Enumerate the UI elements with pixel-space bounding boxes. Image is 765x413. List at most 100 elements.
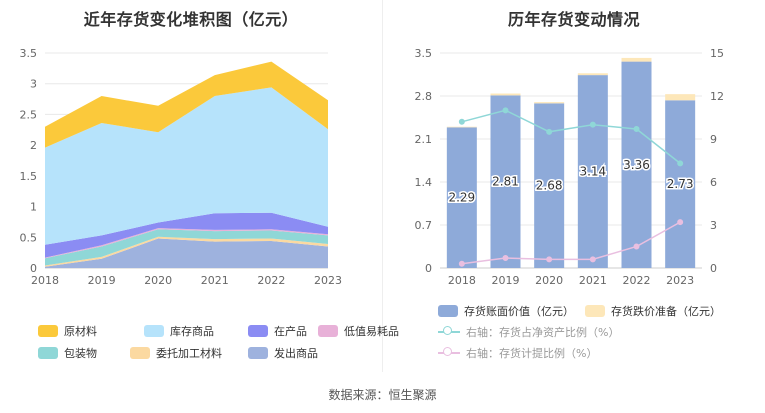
legend-item-低值易耗品[interactable]: 低值易耗品 xyxy=(318,323,399,339)
line-provision-ratio-point xyxy=(589,256,596,263)
y-left-tick-label: 1.4 xyxy=(415,176,433,189)
y-tick-label: 1 xyxy=(30,201,37,214)
bar-inventory-value xyxy=(621,61,652,268)
x-tick-label: 2020 xyxy=(535,274,563,287)
legend-label: 库存商品 xyxy=(170,325,214,338)
x-tick-label: 2021 xyxy=(579,274,607,287)
legend-label: 低值易耗品 xyxy=(344,325,399,338)
bar-data-label: 3.36 xyxy=(623,158,650,172)
legend-item-库存商品[interactable]: 库存商品 xyxy=(144,323,214,339)
line-provision-ratio-point xyxy=(546,256,553,263)
area-原材料 xyxy=(45,61,328,148)
y-left-tick-label: 0.7 xyxy=(415,219,433,232)
y-tick-label: 3.5 xyxy=(20,47,38,60)
y-right-tick-label: 6 xyxy=(710,176,717,189)
legend-item-inventory-value[interactable]: 存货账面价值（亿元） xyxy=(438,303,574,319)
line-inventory-to-net-assets-point xyxy=(633,125,640,132)
y-right-tick-label: 9 xyxy=(710,133,717,146)
x-tick-label: 2022 xyxy=(257,274,285,287)
legend-item-provision-ratio[interactable]: 右轴：存货计提比例（%） xyxy=(438,345,597,361)
legend-swatch xyxy=(585,305,605,317)
bar-inventory-value xyxy=(665,100,696,268)
bar-impairment-provision xyxy=(577,73,608,76)
x-tick-label: 2020 xyxy=(144,274,172,287)
y-tick-label: 3 xyxy=(30,78,37,91)
bar-inventory-value xyxy=(446,127,477,268)
y-tick-label: 2.5 xyxy=(20,108,38,121)
x-tick-label: 2021 xyxy=(201,274,229,287)
legend-line-swatch xyxy=(438,347,460,359)
y-left-tick-label: 3.5 xyxy=(415,47,433,60)
bar-impairment-provision xyxy=(665,94,696,101)
line-inventory-to-net-assets xyxy=(461,109,681,164)
legend-label: 委托加工材料 xyxy=(156,347,222,360)
x-tick-label: 2018 xyxy=(448,274,476,287)
bar-inventory-value xyxy=(577,75,608,268)
y-left-tick-label: 0 xyxy=(425,262,432,275)
line-provision-ratio-point xyxy=(458,260,465,267)
legend-item-委托加工材料[interactable]: 委托加工材料 xyxy=(130,345,222,361)
line-provision-ratio-point xyxy=(677,219,684,226)
y-right-tick-label: 12 xyxy=(710,90,724,103)
stacked-area-chart: 0 0.5 1 1.5 2 2.5 3 3.5 2018 2019 2020 2021 2022 2023 xyxy=(20,47,343,287)
legend-item-impairment-provision[interactable]: 存货跌价准备（亿元） xyxy=(585,303,721,319)
x-tick-label: 2018 xyxy=(31,274,59,287)
legend-label: 存货账面价值（亿元） xyxy=(464,305,574,318)
bar-data-label: 2.68 xyxy=(536,179,563,193)
legend-swatch xyxy=(318,325,338,337)
line-inventory-to-net-assets-point xyxy=(546,128,553,135)
x-tick-label: 2019 xyxy=(88,274,116,287)
line-provision-ratio xyxy=(461,221,681,265)
bar-impairment-provision xyxy=(621,57,652,62)
bar-impairment-provision xyxy=(446,126,477,128)
left-chart-title: 近年存货变化堆积图（亿元） xyxy=(83,10,299,29)
y-tick-label: 0.5 xyxy=(20,231,38,244)
y-right-tick-label: 15 xyxy=(710,47,724,60)
bar-data-label: 2.73 xyxy=(667,177,694,191)
y-tick-label: 0 xyxy=(30,262,37,275)
bar-inventory-value xyxy=(490,95,521,268)
legend-item-原材料[interactable]: 原材料 xyxy=(38,323,97,339)
line-inventory-to-net-assets-point xyxy=(502,107,509,114)
legend-label: 发出商品 xyxy=(274,347,318,360)
bar-data-label: 3.14 xyxy=(579,165,606,179)
line-inventory-to-net-assets-point xyxy=(458,118,465,125)
legend-item-inventory-to-net-assets[interactable]: 右轴：存货占净资产比例（%） xyxy=(438,324,619,340)
legend-label: 原材料 xyxy=(64,325,97,338)
legend-item-在产品[interactable]: 在产品 xyxy=(248,323,307,339)
line-provision-ratio-point xyxy=(633,243,640,250)
bar-data-label: 2.81 xyxy=(492,175,519,189)
y-right-tick-label: 0 xyxy=(710,262,717,275)
bar-line-chart: 0 0 0.7 3 1.4 6 2.1 9 2.8 12 3.5 15 2.29 2.81 2.68 3.14… xyxy=(415,47,725,287)
bar-impairment-provision xyxy=(490,93,521,96)
area-在产品 xyxy=(45,212,328,258)
right-chart-title: 历年存货变动情况 xyxy=(507,10,640,29)
line-provision-ratio-point xyxy=(502,254,509,261)
area-包装物 xyxy=(45,229,328,266)
x-tick-label: 2022 xyxy=(623,274,651,287)
line-inventory-to-net-assets-point xyxy=(589,121,596,128)
legend-swatch xyxy=(248,347,268,359)
legend-label: 包装物 xyxy=(64,347,97,360)
legend-swatch xyxy=(438,305,458,317)
legend-swatch xyxy=(130,347,150,359)
y-tick-label: 1.5 xyxy=(20,170,38,183)
legend-swatch xyxy=(248,325,268,337)
panel-divider xyxy=(382,0,383,372)
legend-item-包装物[interactable]: 包装物 xyxy=(38,345,97,361)
y-left-tick-label: 2.1 xyxy=(415,133,433,146)
legend-swatch xyxy=(144,325,164,337)
y-tick-label: 2 xyxy=(30,139,37,152)
x-tick-label: 2023 xyxy=(314,274,342,287)
legend-swatch xyxy=(38,347,58,359)
legend-label: 在产品 xyxy=(274,325,307,338)
bar-impairment-provision xyxy=(534,102,565,104)
bar-data-label: 2.29 xyxy=(448,191,475,205)
legend-item-发出商品[interactable]: 发出商品 xyxy=(248,345,318,361)
area-库存商品 xyxy=(45,87,328,245)
x-tick-label: 2019 xyxy=(492,274,520,287)
y-right-tick-label: 3 xyxy=(710,219,717,232)
legend-label: 存货跌价准备（亿元） xyxy=(611,305,721,318)
y-left-tick-label: 2.8 xyxy=(415,90,433,103)
legend-label: 右轴：存货计提比例（%） xyxy=(466,347,598,360)
